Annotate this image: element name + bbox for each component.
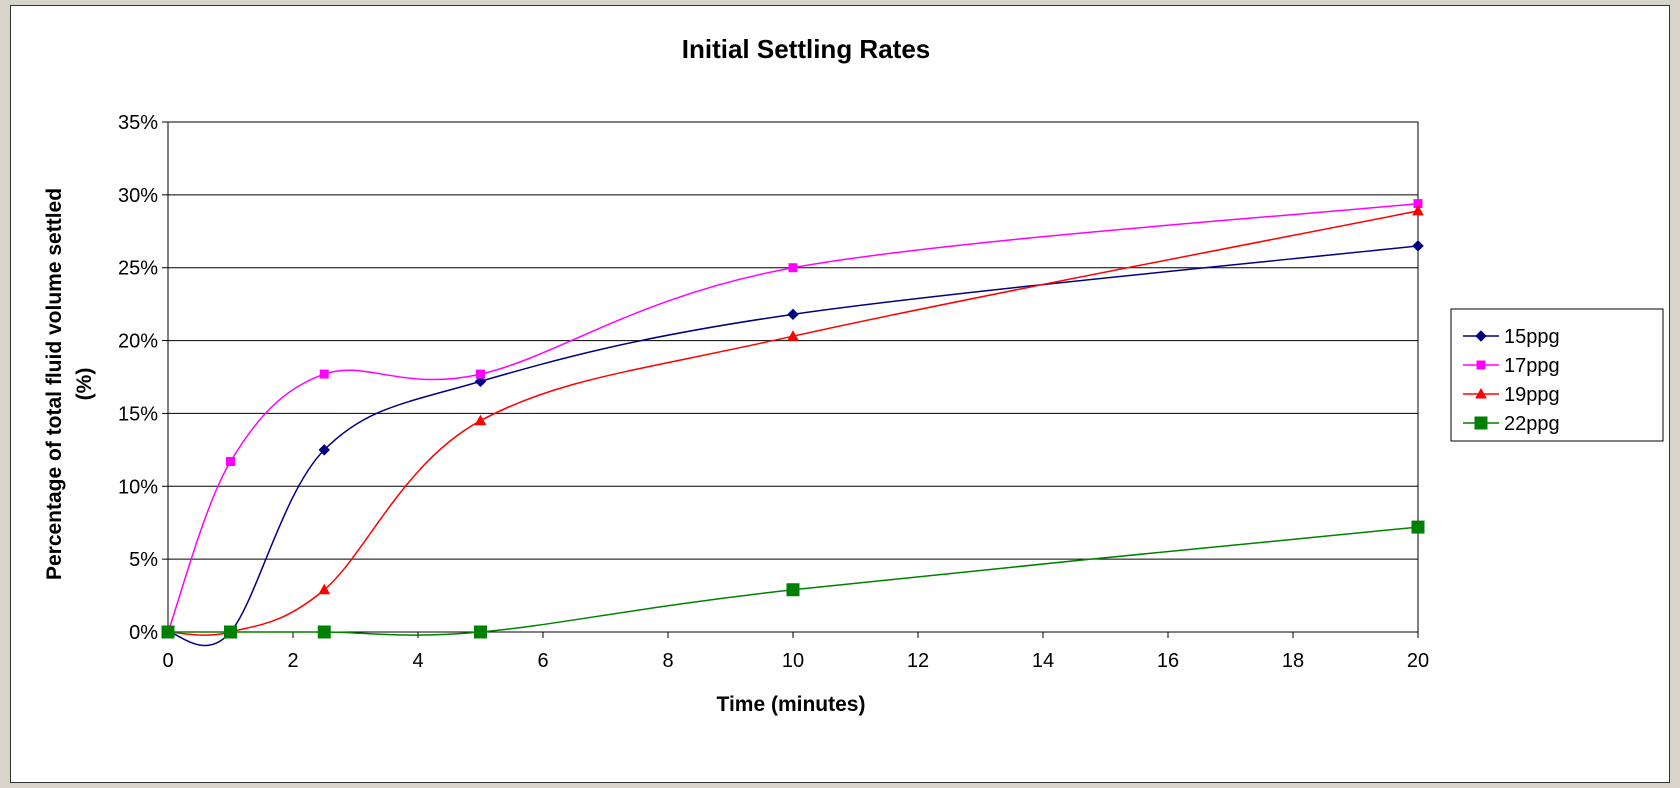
legend-label: 15ppg (1504, 326, 1560, 348)
series-22ppg (161, 520, 1425, 639)
series-line-15ppg (167, 245, 1419, 647)
series-line-19ppg (167, 210, 1419, 636)
y-tick-label: 35% (118, 112, 158, 134)
data-point-19ppg (474, 414, 487, 426)
data-point-22ppg (161, 625, 175, 639)
y-tick-label: 10% (118, 476, 158, 498)
data-point-19ppg (787, 330, 799, 341)
legend: 15ppg 17ppg 19ppg 22ppg (1450, 308, 1664, 442)
legend-swatch-marker (1475, 387, 1487, 399)
data-point-15ppg (318, 444, 330, 456)
y-axis-label: Percentage of total fluid volume settled… (43, 188, 96, 580)
data-point-15ppg (1412, 240, 1424, 252)
y-tick-labels: 0% 5% 10% 15% 20% 25% 30% 35% (118, 112, 158, 644)
x-tick-label: 16 (1157, 650, 1179, 672)
y-tick-label: 20% (118, 331, 158, 353)
x-tick-label: 4 (412, 650, 423, 672)
x-axis-label: Time (minutes) (717, 693, 866, 716)
data-point-22ppg (786, 583, 800, 597)
data-point-17ppg (476, 369, 485, 379)
legend-item-15ppg: 15ppg (1463, 326, 1560, 348)
legend-label: 22ppg (1504, 413, 1560, 435)
legend-swatch-marker (1475, 330, 1487, 342)
x-tick-label: 6 (537, 650, 548, 672)
x-tick-label: 10 (782, 650, 804, 672)
chart-frame: 0% 5% 10% 15% 20% 25% 30% 35% 0 2 4 6 8 10 12 14 16 18 20… (10, 5, 1670, 783)
y-axis-label-line1: Percentage of total fluid volume settled (43, 188, 66, 580)
legend-item-19ppg: 19ppg (1463, 384, 1560, 406)
chart-svg: 0% 5% 10% 15% 20% 25% 30% 35% 0 2 4 6 8 10 12 14 16 18 20… (43, 34, 1664, 716)
legend-label: 19ppg (1504, 384, 1560, 406)
y-tick-label: 25% (118, 258, 158, 280)
x-tick-label: 8 (662, 650, 673, 672)
legend-swatch-marker (1474, 416, 1488, 430)
x-tick-labels: 0 2 4 6 8 10 12 14 16 18 20 (162, 650, 1429, 672)
x-tick-label: 0 (162, 650, 173, 672)
legend-label: 17ppg (1504, 355, 1560, 377)
series-line-22ppg (168, 526, 1419, 636)
series-layer (161, 199, 1425, 647)
y-tick-label: 0% (129, 622, 158, 644)
legend-swatch-marker (1476, 360, 1486, 370)
data-point-17ppg (788, 263, 798, 273)
x-tick-label: 14 (1032, 650, 1054, 672)
data-point-15ppg (474, 375, 487, 388)
data-point-17ppg (226, 457, 235, 467)
data-point-19ppg (1412, 204, 1424, 216)
y-tick-label: 5% (129, 549, 158, 571)
data-point-22ppg (1411, 520, 1425, 534)
legend-item-17ppg: 17ppg (1463, 355, 1560, 377)
data-point-22ppg (317, 625, 331, 639)
data-point-19ppg (318, 583, 331, 595)
plot-area (167, 121, 1419, 633)
y-axis-label-line2: (%) (73, 368, 96, 401)
data-point-17ppg (319, 369, 329, 379)
data-point-22ppg (474, 625, 487, 639)
data-point-22ppg (224, 625, 237, 639)
x-tick-label: 2 (287, 650, 298, 672)
x-tick-label: 20 (1407, 650, 1429, 672)
data-point-15ppg (787, 308, 799, 321)
x-tick-label: 18 (1282, 650, 1304, 672)
y-tick-label: 15% (118, 403, 158, 425)
x-tick-label: 12 (907, 650, 929, 672)
legend-item-22ppg: 22ppg (1463, 413, 1560, 435)
y-tick-label: 30% (118, 185, 158, 207)
chart-title: Initial Settling Rates (682, 34, 931, 64)
